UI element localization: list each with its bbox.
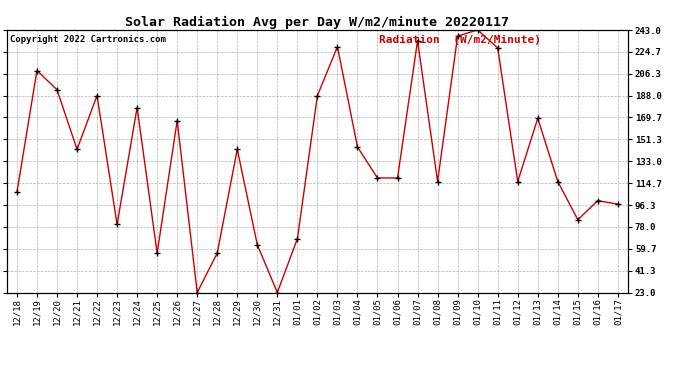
Text: Copyright 2022 Cartronics.com: Copyright 2022 Cartronics.com (10, 35, 166, 44)
Title: Solar Radiation Avg per Day W/m2/minute 20220117: Solar Radiation Avg per Day W/m2/minute … (126, 16, 509, 29)
Text: Radiation  (W/m2/Minute): Radiation (W/m2/Minute) (380, 35, 542, 45)
